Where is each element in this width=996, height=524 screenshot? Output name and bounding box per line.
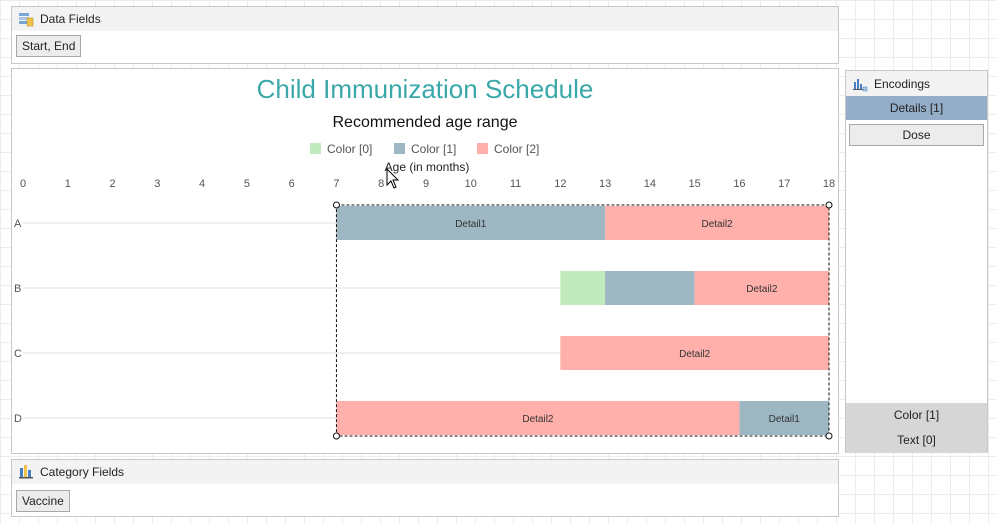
x-tick-label: 11 <box>510 178 521 190</box>
chart-legend: Color [0] Color [1] Color [2] <box>310 142 539 156</box>
x-tick-label: 1 <box>65 178 71 190</box>
legend-swatch-1 <box>394 143 405 154</box>
category-label: A <box>14 218 22 230</box>
bar-label: Detail2 <box>701 219 733 230</box>
chart-bars: Detail1 Detail2 Detail2 Detail2 Detail2 Detai… <box>336 206 829 435</box>
x-tick-label: 10 <box>465 178 477 190</box>
range-bar[interactable] <box>336 401 740 435</box>
encodings-panel: Encodings Details [1] Dose Color [1] Tex… <box>845 70 988 453</box>
x-tick-label: 12 <box>554 178 566 190</box>
legend-swatch-2 <box>477 143 488 154</box>
x-axis-label: Age (in months) <box>385 160 470 174</box>
x-tick-label: 15 <box>689 178 701 190</box>
x-tick-label: 18 <box>823 178 835 190</box>
x-tick-label: 13 <box>599 178 611 190</box>
data-fields-title: Data Fields <box>40 12 101 26</box>
legend-label-1: Color [1] <box>411 142 456 156</box>
legend-label-2: Color [2] <box>494 142 539 156</box>
range-bar[interactable] <box>605 271 695 305</box>
range-bar[interactable] <box>694 271 829 305</box>
chart[interactable]: Child Immunization Schedule Recommended … <box>12 69 838 453</box>
category-fields-panel: Category Fields Vaccine <box>11 459 839 517</box>
range-bar[interactable] <box>560 271 606 305</box>
start-end-field-button[interactable]: Start, End <box>16 35 82 57</box>
encodings-header: Encodings <box>846 71 987 96</box>
range-bar[interactable] <box>336 206 606 240</box>
x-tick-label: 16 <box>733 178 745 190</box>
x-tick-label: 14 <box>644 178 656 190</box>
data-fields-header: Data Fields <box>12 7 838 31</box>
legend-swatch-0 <box>310 143 321 154</box>
x-tick-label: 4 <box>199 178 205 190</box>
category-label: D <box>14 413 22 425</box>
vaccine-field-button[interactable]: Vaccine <box>16 490 70 512</box>
x-tick-label: 7 <box>333 178 339 190</box>
x-tick-label: 5 <box>244 178 250 190</box>
data-fields-panel: Data Fields Start, End <box>11 6 839 64</box>
selection-box[interactable] <box>332 201 833 440</box>
bar-label: Detail2 <box>679 349 711 360</box>
selection-handle[interactable] <box>825 201 833 209</box>
category-fields-title: Category Fields <box>40 465 125 479</box>
category-gridlines <box>23 222 829 419</box>
x-axis-ticks: 0 1 2 3 4 5 6 7 8 9 10 11 12 13 14 15 16 17 18 <box>20 178 835 190</box>
range-bar[interactable] <box>560 336 829 370</box>
category-fields-icon <box>18 464 34 480</box>
chart-subtitle: Recommended age range <box>332 114 517 131</box>
category-label: C <box>14 348 22 360</box>
x-tick-label: 6 <box>289 178 295 190</box>
x-tick-label: 8 <box>378 178 384 190</box>
category-fields-header: Category Fields <box>12 460 838 484</box>
selection-handle[interactable] <box>332 201 340 209</box>
legend-label-0: Color [0] <box>327 142 372 156</box>
dose-encoding-button[interactable]: Dose <box>849 124 984 146</box>
data-fields-icon <box>18 11 34 27</box>
bar-label: Detail2 <box>522 414 554 425</box>
category-label: B <box>14 283 21 295</box>
encodings-title: Encodings <box>874 76 931 91</box>
selection-handle[interactable] <box>825 432 833 440</box>
x-tick-label: 2 <box>109 178 115 190</box>
x-tick-label: 0 <box>20 178 26 190</box>
bar-label: Detail1 <box>455 219 487 230</box>
bar-label: Detail1 <box>769 414 801 425</box>
chart-title: Child Immunization Schedule <box>257 74 594 104</box>
selection-outline[interactable] <box>335 204 830 437</box>
encoding-details-selected[interactable]: Details [1] <box>846 96 987 120</box>
x-tick-label: 3 <box>154 178 160 190</box>
range-bar[interactable] <box>739 401 829 435</box>
encoding-text[interactable]: Text [0] <box>846 428 987 453</box>
chart-panel: Child Immunization Schedule Recommended … <box>11 68 839 454</box>
category-labels: A B C D <box>14 218 22 425</box>
encodings-icon <box>852 76 868 92</box>
x-tick-label: 9 <box>423 178 429 190</box>
selection-handle[interactable] <box>332 432 340 440</box>
x-tick-label: 17 <box>778 178 790 190</box>
encoding-color[interactable]: Color [1] <box>846 403 987 428</box>
bar-label: Detail2 <box>746 284 778 295</box>
mouse-cursor-icon <box>386 167 400 189</box>
range-bar[interactable] <box>605 206 829 240</box>
